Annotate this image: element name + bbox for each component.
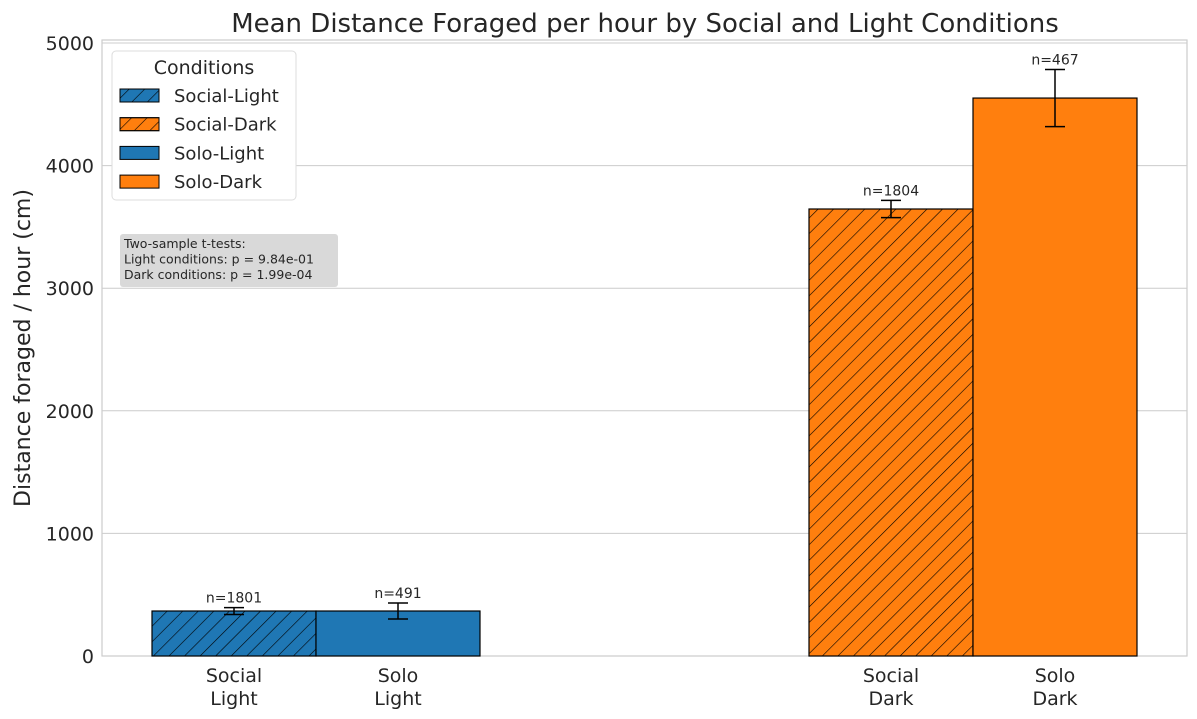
legend-box — [111, 50, 297, 201]
legend-swatch-hatch — [119, 117, 160, 132]
n-label: n=1801 — [206, 591, 262, 607]
bar-hatch — [809, 209, 973, 656]
y-tick-label: 0 — [82, 646, 94, 668]
stats-annotation-box — [120, 234, 338, 287]
legend-swatch — [119, 145, 160, 160]
stats-annotation-line: Light conditions: p = 9.84e-01 — [124, 252, 314, 267]
legend-swatch — [119, 174, 160, 189]
legend-label: Solo-Dark — [174, 172, 263, 193]
legend-label: Solo-Light — [174, 143, 264, 164]
stats-annotation-line: Two-sample t-tests: — [123, 236, 246, 251]
n-label: n=491 — [374, 586, 421, 602]
n-label: n=1804 — [863, 183, 919, 199]
y-tick-label: 3000 — [46, 278, 94, 300]
y-axis-label: Distance foraged / hour (cm) — [11, 189, 36, 507]
chart-title: Mean Distance Foraged per hour by Social… — [231, 9, 1059, 39]
legend-swatch-hatch — [119, 88, 160, 103]
x-tick-label: Solo Light — [374, 665, 421, 710]
y-tick-label: 4000 — [46, 156, 94, 178]
x-tick-label: Social Light — [206, 665, 262, 710]
stats-annotation-line: Dark conditions: p = 1.99e-04 — [124, 267, 312, 282]
y-tick-label: 1000 — [46, 523, 94, 545]
y-tick-label: 5000 — [46, 33, 94, 55]
legend-label: Social-Light — [174, 86, 279, 107]
legend-title: Conditions — [154, 57, 255, 79]
n-label: n=467 — [1031, 52, 1078, 68]
legend-label: Social-Dark — [174, 115, 277, 136]
bar-hatch — [152, 611, 316, 656]
bar — [973, 98, 1137, 656]
x-tick-label: Solo Dark — [1032, 665, 1077, 710]
x-tick-label: Social Dark — [863, 665, 919, 710]
y-tick-label: 2000 — [46, 401, 94, 423]
